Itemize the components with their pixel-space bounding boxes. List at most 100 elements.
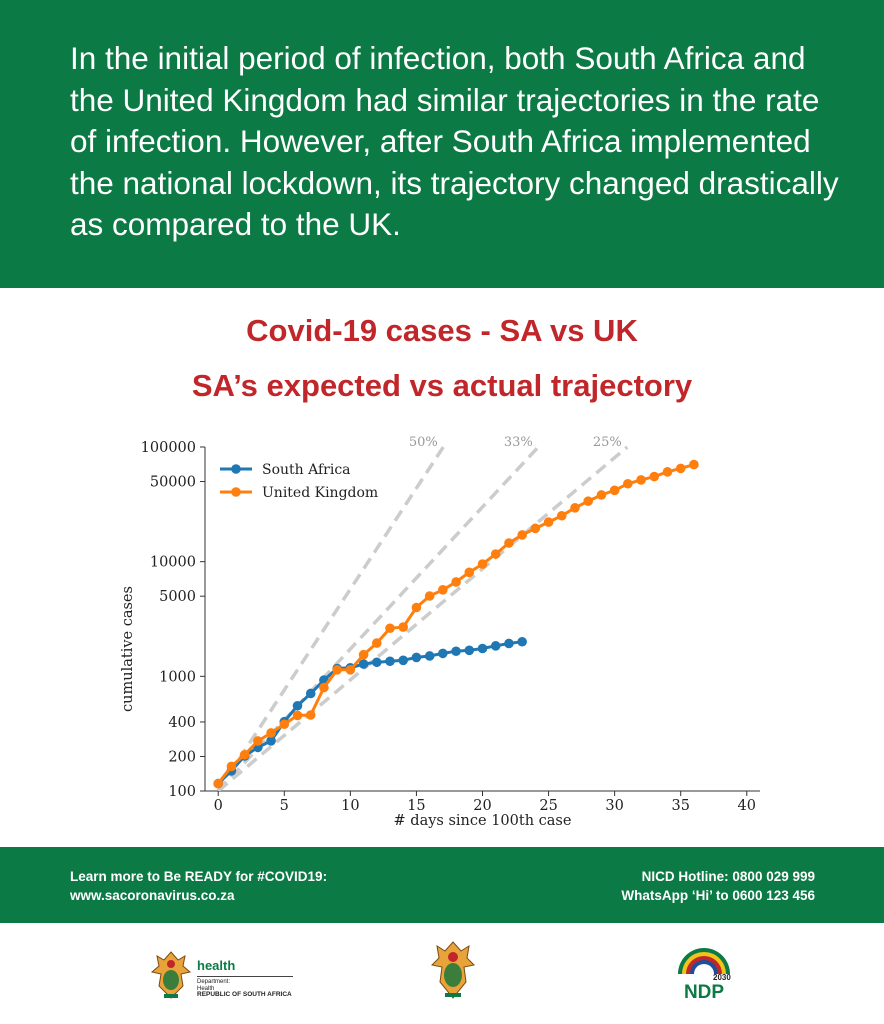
united-kingdom-point	[583, 496, 594, 506]
x-tick-label: 25	[539, 798, 557, 814]
south-africa-point	[305, 688, 316, 699]
south-africa-point	[411, 652, 422, 663]
legend-label-south-africa: South Africa	[262, 462, 351, 478]
united-kingdom-line	[217, 463, 695, 785]
united-kingdom-point	[596, 490, 607, 500]
south-africa-point	[385, 656, 395, 667]
coat-of-arms-logo-health	[150, 951, 192, 999]
south-africa-point	[451, 646, 461, 657]
ndp-2030-logo: 2030 NDP	[678, 948, 731, 1002]
united-kingdom-point	[689, 459, 699, 470]
footer-right: NICD Hotline: 0800 029 999 WhatsApp ‘Hi’…	[621, 867, 815, 905]
x-tick-label: 10	[341, 798, 359, 814]
y-axis-label: cumulative cases	[120, 586, 136, 712]
united-kingdom-point	[543, 517, 554, 527]
health-dept-label: Department:	[197, 979, 231, 985]
y-tick-label: 5000	[159, 589, 196, 605]
footer-banner: Learn more to Be READY for #COVID19: www…	[0, 847, 884, 923]
y-tick-label: 10000	[150, 555, 196, 571]
banner-text: In the initial period of infection, both…	[70, 40, 839, 242]
united-kingdom-point	[305, 710, 316, 720]
footer-website-link[interactable]: www.sacoronavirus.co.za	[70, 888, 235, 903]
united-kingdom-point	[371, 638, 382, 648]
south-africa-point	[438, 648, 448, 659]
united-kingdom-point	[556, 510, 567, 521]
united-kingdom-point	[636, 475, 646, 485]
united-kingdom-point	[609, 485, 620, 496]
south-africa-point	[266, 736, 276, 746]
united-kingdom-point	[662, 467, 673, 477]
united-kingdom-point	[517, 530, 527, 540]
united-kingdom-point	[279, 719, 290, 730]
footer-learn-more: Learn more to Be READY for #COVID19:	[70, 869, 328, 884]
united-kingdom-point	[570, 503, 580, 513]
united-kingdom-point	[623, 478, 633, 489]
south-africa-point	[371, 657, 382, 668]
united-kingdom-point	[675, 463, 686, 474]
health-logo-rule	[197, 976, 293, 977]
south-africa-point	[504, 638, 514, 649]
x-axis-label: # days since 100th case	[394, 813, 572, 829]
y-tick-label: 50000	[150, 475, 196, 491]
x-tick-label: 40	[738, 798, 756, 814]
united-kingdom-point	[424, 591, 435, 601]
reference-label-33pct: 33%	[504, 435, 533, 450]
chart-title: Covid-19 cases - SA vs UK	[246, 313, 638, 348]
y-tick-label: 1000	[159, 669, 196, 685]
united-kingdom-point	[266, 728, 276, 738]
united-kingdom-point	[477, 559, 488, 569]
header-banner: In the initial period of infection, both…	[0, 0, 884, 288]
united-kingdom-point	[649, 471, 660, 482]
south-africa-point	[398, 655, 409, 666]
legend-label-united-kingdom: United Kingdom	[262, 485, 378, 501]
united-kingdom-point	[398, 622, 409, 632]
x-tick-label: 5	[280, 798, 289, 814]
united-kingdom-point	[253, 736, 263, 746]
south-africa-point	[424, 651, 435, 661]
footer-hotline: NICD Hotline: 0800 029 999	[641, 869, 815, 884]
y-tick-label: 400	[168, 715, 196, 731]
united-kingdom-point	[438, 585, 448, 595]
footer-whatsapp: WhatsApp ‘Hi’ to 0600 123 456	[621, 888, 815, 903]
ndp-year: 2030	[713, 973, 731, 982]
x-tick-label: 15	[407, 798, 425, 814]
x-tick-label: 35	[671, 798, 689, 814]
south-africa-point	[292, 700, 303, 711]
reference-label-50pct: 50%	[409, 435, 438, 450]
united-kingdom-point	[345, 665, 356, 675]
south-africa-point	[464, 645, 475, 656]
y-tick-label: 200	[168, 749, 196, 765]
south-africa-point	[358, 659, 369, 669]
legend-swatch-marker-south-africa	[231, 464, 241, 474]
united-kingdom-point	[213, 778, 224, 789]
united-kingdom-point	[226, 761, 237, 772]
ndp-text: NDP	[684, 982, 724, 1002]
footer-left: Learn more to Be READY for #COVID19: www…	[70, 867, 327, 905]
united-kingdom-point	[490, 549, 501, 559]
health-logo-word: health	[197, 958, 236, 973]
x-tick-label: 20	[473, 798, 491, 814]
x-tick-label: 0	[214, 798, 223, 814]
united-kingdom-point	[411, 602, 422, 613]
united-kingdom-point	[464, 567, 475, 578]
health-dept-name: Health	[197, 985, 215, 992]
south-africa-point	[490, 641, 501, 651]
health-logo-subtext: Department: Health REPUBLIC OF SOUTH AFR…	[197, 979, 292, 999]
united-kingdom-point	[385, 623, 395, 634]
united-kingdom-point	[358, 649, 369, 660]
united-kingdom-point	[451, 577, 461, 587]
legend-swatch-marker-united-kingdom	[231, 487, 241, 497]
united-kingdom-point	[504, 538, 514, 548]
health-country: REPUBLIC OF SOUTH AFRICA	[197, 991, 292, 998]
united-kingdom-point	[239, 749, 250, 760]
united-kingdom-point	[319, 682, 329, 693]
south-africa-point	[517, 636, 527, 647]
south-africa-line	[217, 640, 523, 785]
reference-label-25pct: 25%	[593, 435, 622, 450]
south-africa-point	[477, 643, 488, 654]
x-tick-label: 30	[605, 798, 623, 814]
reference-line-25pct	[217, 445, 629, 791]
y-tick-label: 100	[168, 784, 196, 800]
line-chart: 25%33%50%1002004001000500010000500001000…	[120, 435, 760, 829]
reference-line-50pct	[216, 446, 445, 791]
